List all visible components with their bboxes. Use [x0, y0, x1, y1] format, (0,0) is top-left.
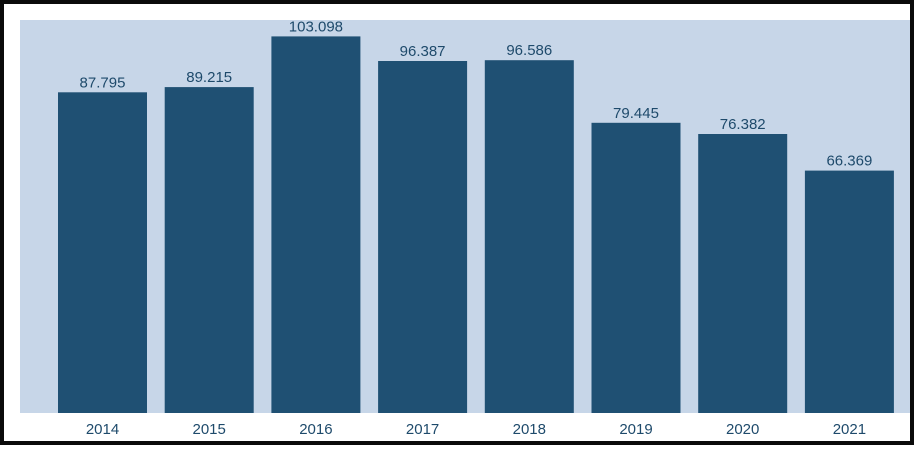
bar-2018 [485, 60, 574, 413]
x-tick-label-2021: 2021 [833, 421, 866, 438]
bar-chart: 87.795 89.215 103.098 96.387 96.586 79.445 76.… [4, 4, 914, 449]
x-tick-label-2018: 2018 [513, 421, 546, 438]
x-tick-label-2020: 2020 [726, 421, 759, 438]
bar-2017 [378, 61, 467, 413]
x-tick-label-2015: 2015 [193, 421, 226, 438]
value-label-2016: 103.098 [289, 18, 343, 35]
x-tick-label-2019: 2019 [619, 421, 652, 438]
x-tick-label-2017: 2017 [406, 421, 439, 438]
bar-2020 [698, 134, 787, 413]
bar-2014 [58, 92, 147, 413]
x-axis-tick-labels: 2014 2015 2016 2017 2018 2019 2020 2021 [86, 421, 866, 438]
bar-2015 [165, 87, 254, 413]
x-tick-label-2014: 2014 [86, 421, 119, 438]
value-label-2019: 79.445 [613, 105, 659, 122]
value-label-2014: 87.795 [80, 74, 126, 91]
value-label-2015: 89.215 [186, 69, 232, 86]
value-label-2021: 66.369 [826, 153, 872, 170]
bar-2021 [805, 171, 894, 413]
value-label-2020: 76.382 [720, 116, 766, 133]
value-label-2018: 96.586 [506, 42, 552, 59]
bar-2016 [271, 36, 360, 413]
x-tick-label-2016: 2016 [299, 421, 332, 438]
bar-2019 [592, 123, 681, 413]
value-label-2017: 96.387 [400, 43, 446, 60]
